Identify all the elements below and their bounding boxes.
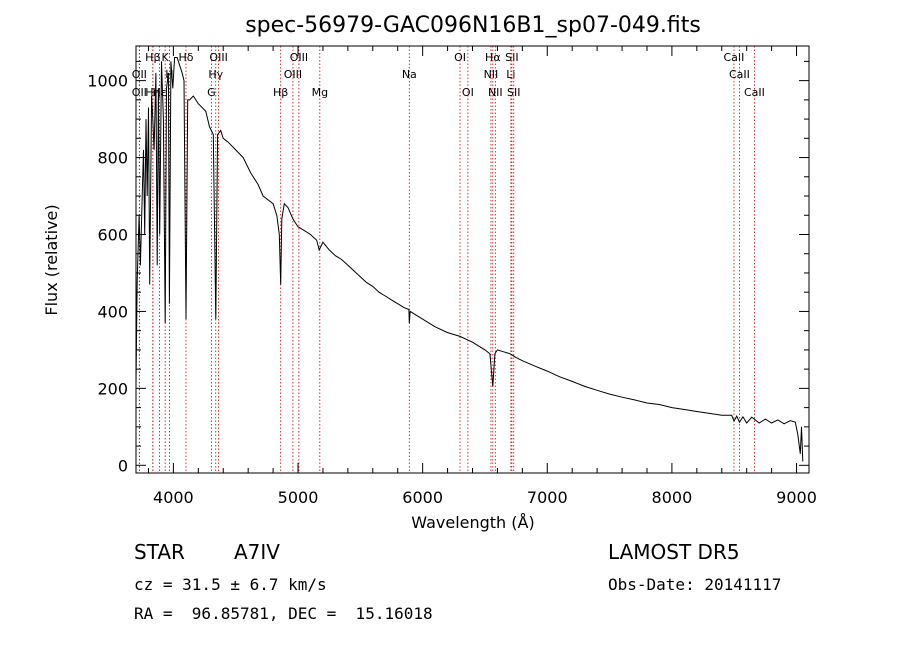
line-marker-label: NII — [488, 86, 503, 99]
y-tick-label: 600 — [97, 225, 128, 244]
line-marker-label: CaII — [724, 51, 745, 64]
line-marker-label: Hη — [145, 86, 160, 99]
line-marker-label: OIII — [290, 51, 308, 64]
line-marker-label: OIII — [284, 68, 302, 81]
ra-dec-coordinates: RA = 96.85781, DEC = 15.16018 — [134, 604, 433, 623]
spectrum-line — [135, 57, 804, 462]
line-marker-label: Hγ — [208, 68, 223, 81]
y-axis-label: Flux (relative) — [42, 204, 61, 315]
line-marker-label: NII — [484, 68, 499, 81]
object-subclass: A7IV — [234, 540, 280, 564]
x-tick-label: 5000 — [278, 488, 319, 507]
line-marker-label: CaII — [729, 68, 750, 81]
line-marker-label: Li — [506, 68, 515, 81]
y-tick-label: 800 — [97, 149, 128, 168]
line-marker-label: Hε — [152, 86, 166, 99]
line-marker-label: OI — [462, 86, 474, 99]
line-marker-label: K — [162, 51, 170, 64]
x-tick-label: 8000 — [652, 488, 693, 507]
line-marker-label: Hδ — [178, 51, 193, 64]
line-marker-label: OI — [454, 51, 466, 64]
redshift-cz: cz = 31.5 ± 6.7 km/s — [134, 575, 327, 594]
y-tick-label: 200 — [97, 379, 128, 398]
chart-title: spec-56979-GAC096N16B1_sp07-049.fits — [245, 13, 701, 38]
line-marker-label: Na — [402, 68, 417, 81]
line-marker-label: CaII — [744, 86, 765, 99]
line-marker-label: Hβ — [273, 86, 288, 99]
line-marker-label: Hα — [485, 51, 501, 64]
line-marker-label: SII — [507, 86, 520, 99]
y-tick-label: 1000 — [87, 72, 128, 91]
x-tick-label: 4000 — [153, 488, 194, 507]
line-marker-label: H — [165, 68, 173, 81]
line-marker-label: OIII — [209, 51, 227, 64]
survey-name: LAMOST DR5 — [608, 540, 740, 564]
line-marker-label: Mg — [312, 86, 328, 99]
object-class: STAR — [134, 540, 185, 564]
line-marker-label: SII — [505, 51, 518, 64]
x-tick-label: 6000 — [402, 488, 443, 507]
line-marker-label: G — [207, 86, 216, 99]
x-tick-label: 9000 — [776, 488, 817, 507]
y-tick-label: 400 — [97, 302, 128, 321]
plot-frame — [135, 45, 810, 474]
x-axis-label: Wavelength (Å) — [411, 513, 534, 532]
y-tick-label: 0 — [118, 456, 128, 475]
x-tick-label: 7000 — [527, 488, 568, 507]
observation-date: Obs-Date: 20141117 — [608, 575, 782, 594]
